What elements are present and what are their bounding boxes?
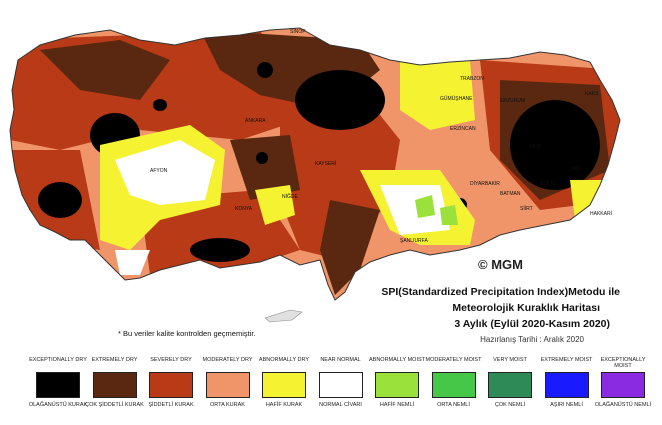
legend-label-tr: HAFİF NEMLİ <box>379 402 415 408</box>
legend-label-en: EXCEPTIONALLY DRY <box>29 357 87 363</box>
city-labels: SİNOP KARS ERZURUM AFYON KONYA ANKARA ŞANLIURF… <box>150 28 612 244</box>
legend-swatch <box>149 372 193 398</box>
drought-map: SİNOP KARS ERZURUM AFYON KONYA ANKARA ŞANLIURF… <box>9 27 621 323</box>
city-label: GÜMÜŞHANE <box>440 95 473 102</box>
city-label: ERZİNCAN <box>450 125 476 132</box>
legend-swatch <box>36 372 80 398</box>
legend-label-en: VERY MOIST <box>493 357 527 363</box>
legend-swatch <box>488 372 532 398</box>
legend-label-en: ABNORMALLY MOIST <box>368 357 426 363</box>
legend-label-en: SEVERELY DRY <box>150 357 192 363</box>
city-label: AFYON <box>150 168 168 174</box>
legend-label-en: EXCEPTIONALLY MOIST <box>600 357 646 369</box>
city-label: MUŞ <box>530 144 542 150</box>
legend-label-tr: OLAĞANÜSTÜ KURAK <box>28 402 88 408</box>
legend-label-tr: NORMAL CİVARI <box>319 402 362 408</box>
title-date: Hazırlanış Tarihi : Aralık 2020 <box>480 335 584 344</box>
city-label: KAYSERİ <box>315 160 336 167</box>
legend-label-tr: ÇOK ŞİDDETLİ KURAK <box>85 402 144 408</box>
legend-label-tr: ORTA KURAK <box>210 402 245 408</box>
footnote: * Bu veriler kalite kontrolden geçmemişt… <box>118 329 256 338</box>
legend-swatch <box>544 372 589 398</box>
legend-label-tr: AŞIRI NEMLİ <box>550 402 583 408</box>
legend-swatch <box>375 372 419 398</box>
legend-swatch <box>601 372 645 398</box>
mgm-watermark: © MGM <box>478 257 523 272</box>
city-label: ERZURUM <box>500 98 525 104</box>
legend-label-en: ABNORMALLY DRY <box>258 357 310 363</box>
legend-swatch <box>92 372 137 398</box>
city-label: KARS <box>585 91 599 97</box>
city-label: TRABZON <box>460 76 484 82</box>
legend-label-en: NEAR NORMAL <box>320 357 361 363</box>
city-label: SİNOP <box>290 28 306 35</box>
cyprus-island <box>264 309 303 323</box>
city-label: NİĞDE <box>282 193 299 200</box>
legend-label-en: EXTREMELY MOIST <box>540 357 593 363</box>
legend-label-tr: HAFİF KURAK <box>265 402 303 408</box>
legend-swatch <box>205 372 250 398</box>
city-label: HAKKARİ <box>590 210 612 217</box>
legend-label-en: MODERATELY MOIST <box>425 357 482 363</box>
legend-swatch <box>318 372 363 398</box>
legend-label-en: EXTREMELY DRY <box>91 357 138 363</box>
title-line-2: Meteorolojik Kuraklık Haritası <box>452 302 600 314</box>
city-label: ANKARA <box>245 118 266 124</box>
legend-swatch <box>262 372 306 398</box>
legend-label-tr: ORTA NEMLİ <box>437 402 470 408</box>
city-label: VAN <box>570 166 580 172</box>
legend-swatch <box>431 372 476 398</box>
legend-label-en: MODERATELY DRY <box>202 357 253 363</box>
city-label: ŞANLIURFA <box>400 238 428 244</box>
city-label: BİTLİS <box>540 180 556 187</box>
city-label: DİYARBAKIR <box>470 180 500 187</box>
city-label: KONYA <box>235 206 253 212</box>
legend-label-tr: ÇOK NEMLİ <box>494 402 526 408</box>
city-label: BATMAN <box>500 191 521 197</box>
city-label: SİİRT <box>520 205 533 212</box>
legend-label-tr: ŞİDDETLİ KURAK <box>148 402 194 408</box>
title-line-3: 3 Aylık (Eylül 2020-Kasım 2020) <box>454 318 610 330</box>
legend-label-tr: OLAĞANÜSTÜ NEMLİ <box>594 402 652 408</box>
title-line-1: SPI(Standardized Precipitation Index)Met… <box>381 286 620 298</box>
